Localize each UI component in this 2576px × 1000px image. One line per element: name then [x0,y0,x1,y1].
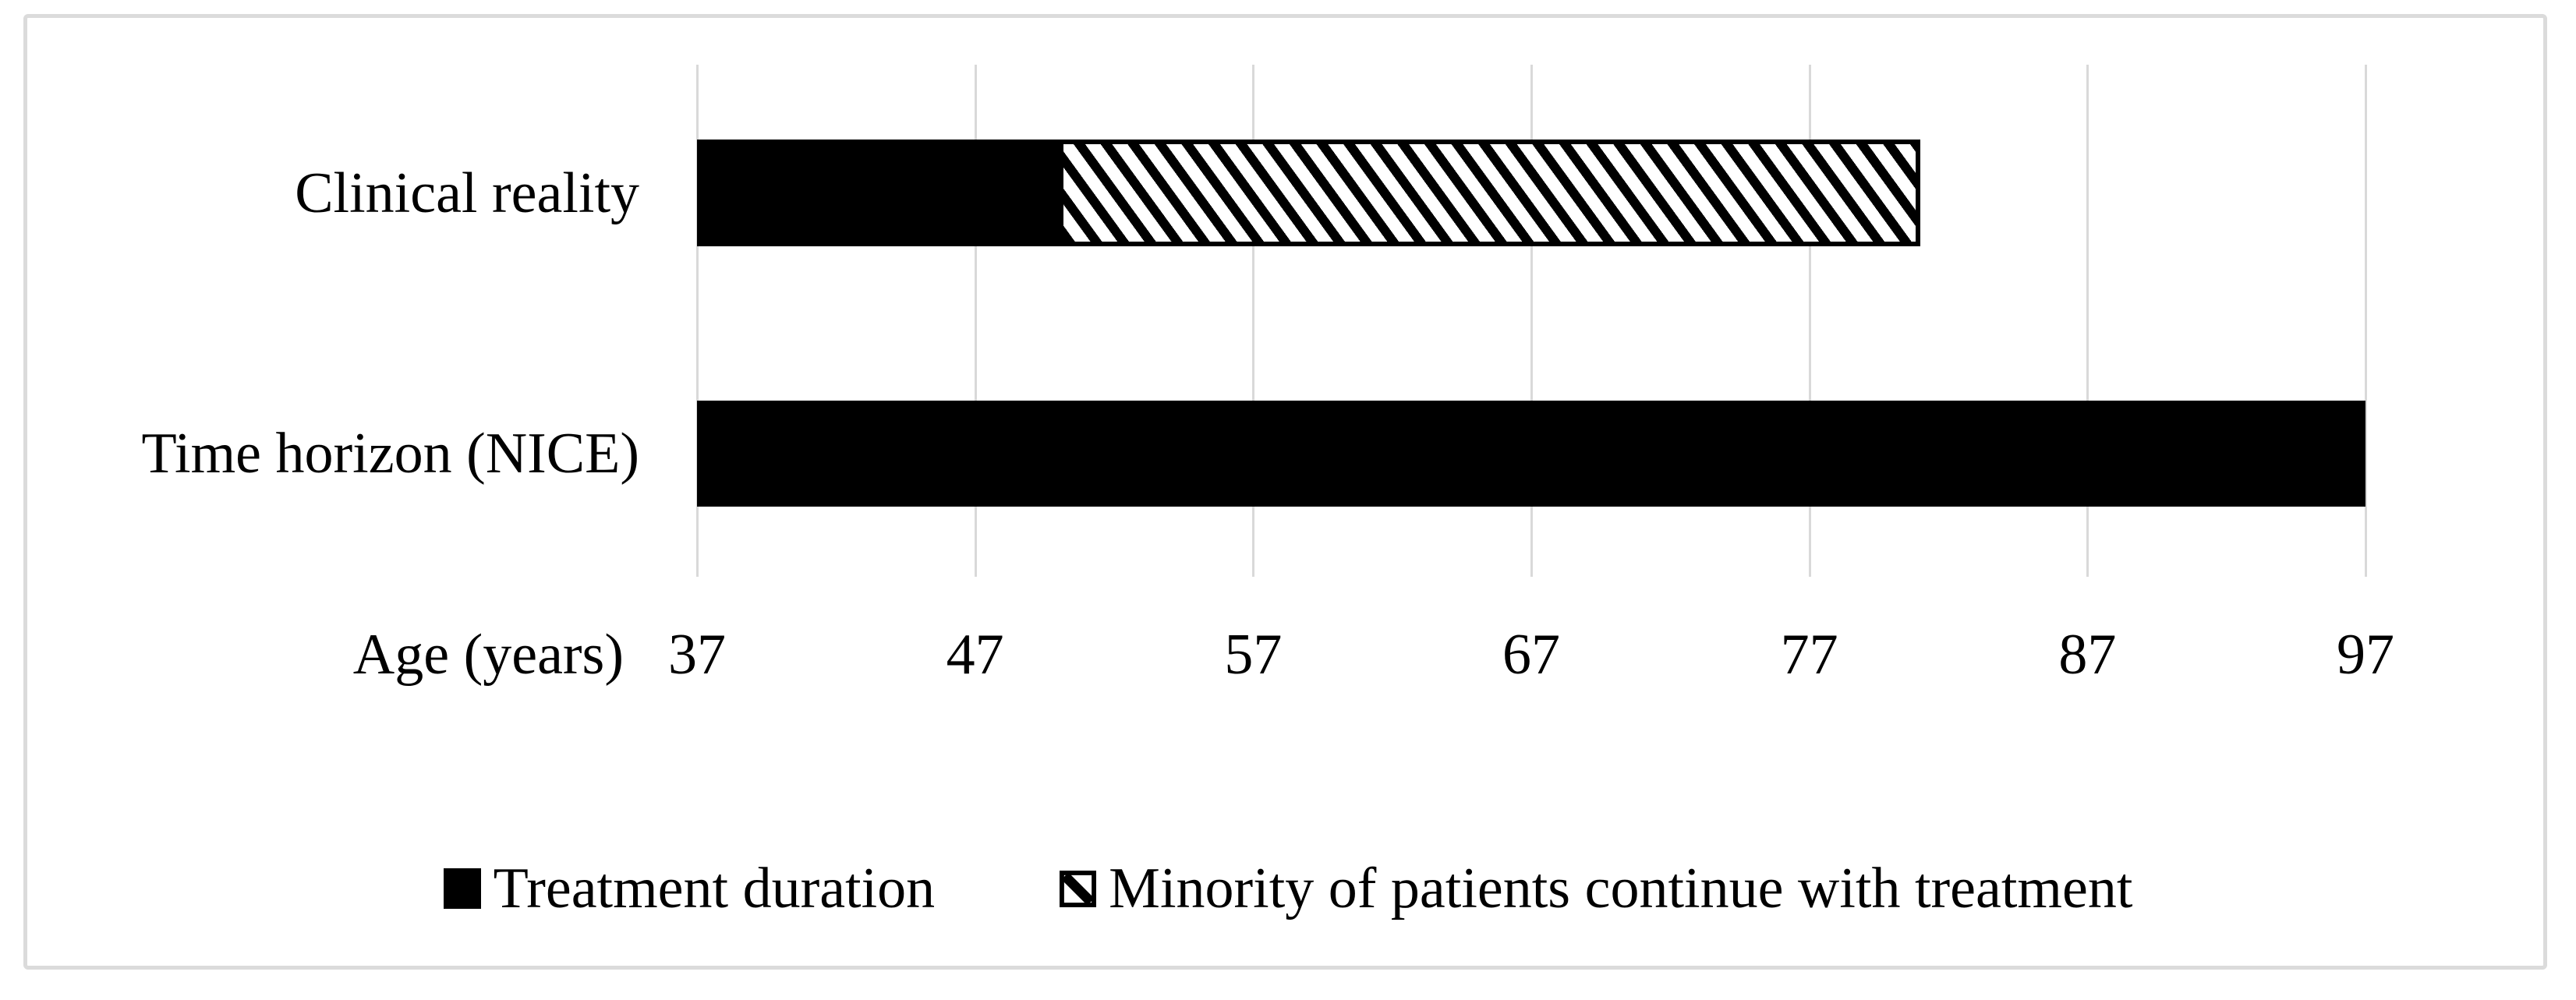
x-tick-label: 47 [946,623,1004,687]
x-axis-title: Age (years) [352,623,624,687]
x-tick-label: 87 [2058,623,2117,687]
legend-label-minority-continue: Minority of patients continue with treat… [1109,857,2133,920]
legend-item-minority-continue: Minority of patients continue with treat… [1060,860,2132,917]
gridline [1808,65,1811,577]
x-tick-label: 57 [1224,623,1283,687]
diagonal-hatch-swatch-icon [1060,870,1097,907]
solid-black-swatch-icon [443,868,481,909]
bar-segment-treatment-duration [697,401,2365,507]
bar-segment-minority-continue [1058,140,1921,246]
x-tick-label: 97 [2337,623,2394,687]
gridline [974,65,977,577]
x-tick-label: 67 [1502,623,1560,687]
category-label: Time horizon (NICE) [141,422,639,486]
bar-segment-treatment-duration [697,140,1059,246]
category-label: Clinical reality [295,161,639,225]
gridline [2365,65,2367,577]
gridline [1530,65,1533,577]
legend-item-treatment-duration: Treatment duration [443,857,936,920]
legend-label-treatment-duration: Treatment duration [493,857,936,920]
legend: Treatment duration Minority of patients … [0,860,2576,917]
gridline [2086,65,2089,577]
gridline [696,65,699,577]
x-tick-label: 77 [1780,623,1838,687]
x-tick-label: 37 [668,623,726,687]
gridline [1252,65,1255,577]
